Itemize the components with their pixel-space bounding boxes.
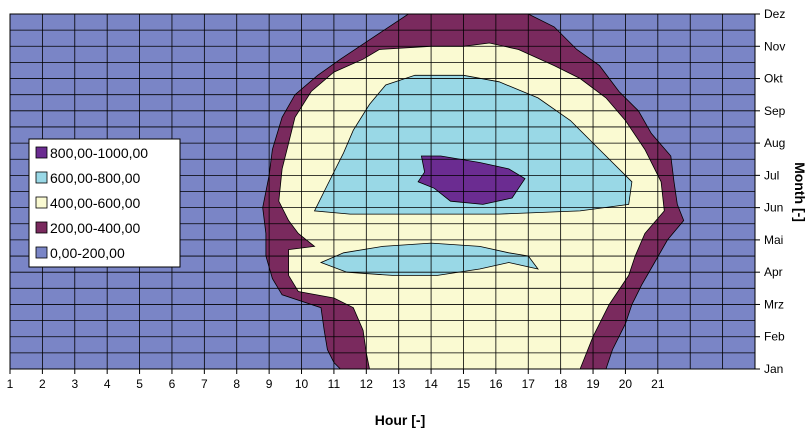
x-tick-label: 20: [619, 377, 633, 391]
legend-swatch: [35, 196, 48, 209]
y-axis-title: Month [-]: [792, 162, 806, 222]
x-tick-label: 4: [104, 377, 111, 391]
legend-swatch: [35, 146, 48, 159]
x-tick-label: 17: [522, 377, 536, 391]
y-tick-label: Aug: [764, 136, 785, 150]
y-tick-label: Mai: [764, 233, 783, 247]
x-axis-ticks: 1 2 3 4 5 6 7 8 9 10 11 12 13 14 15 16 17 18 19 20 21: [7, 369, 665, 391]
y-tick-label: Mrz: [764, 297, 784, 311]
x-tick-label: 18: [554, 377, 568, 391]
x-tick-label: 5: [136, 377, 143, 391]
y-tick-label: Okt: [764, 72, 783, 86]
x-tick-label: 2: [39, 377, 46, 391]
x-axis-title: Hour [-]: [375, 412, 426, 428]
x-tick-label: 3: [71, 377, 78, 391]
y-tick-label: Jul: [764, 168, 779, 182]
x-tick-label: 9: [266, 377, 273, 391]
plot-frame: [9, 13, 756, 370]
y-axis-ticks: Jan Feb Mrz Apr Mai Jun Jul Aug Sep Okt Nov Dez: [755, 7, 786, 376]
x-tick-label: 12: [360, 377, 374, 391]
x-tick-label: 8: [233, 377, 240, 391]
x-tick-label: 16: [489, 377, 503, 391]
y-tick-label: Jun: [764, 201, 783, 215]
y-tick-label: Nov: [764, 39, 785, 53]
x-tick-label: 10: [295, 377, 309, 391]
legend-swatch: [35, 171, 48, 184]
x-tick-label: 15: [457, 377, 471, 391]
legend-label: 400,00-600,00: [50, 195, 141, 211]
y-tick-label: Jan: [764, 362, 783, 376]
x-tick-label: 6: [169, 377, 176, 391]
legend-box: [28, 138, 181, 268]
legend: 800,00-1000,00 600,00-800,00 400,00-600,00…: [28, 138, 181, 268]
y-tick-label: Dez: [764, 7, 785, 21]
contour-region-3: [319, 242, 539, 276]
x-tick-label: 21: [651, 377, 665, 391]
y-tick-label: Feb: [764, 330, 785, 344]
legend-swatch: [35, 246, 48, 259]
legend-label: 800,00-1000,00: [50, 145, 148, 161]
x-tick-label: 7: [201, 377, 208, 391]
legend-swatch: [35, 221, 48, 234]
contour-region-2: [313, 74, 633, 215]
y-tick-label: Sep: [764, 104, 786, 118]
legend-label: 600,00-800,00: [50, 170, 141, 186]
y-tick-label: Apr: [764, 265, 783, 279]
x-tick-label: 1: [7, 377, 14, 391]
x-tick-label: 19: [586, 377, 600, 391]
x-tick-label: 11: [328, 377, 341, 391]
legend-label: 200,00-400,00: [50, 220, 141, 236]
x-tick-label: 13: [392, 377, 406, 391]
contour-region-4: [417, 155, 526, 205]
legend-label: 0,00-200,00: [50, 245, 125, 261]
x-tick-label: 14: [424, 377, 438, 391]
